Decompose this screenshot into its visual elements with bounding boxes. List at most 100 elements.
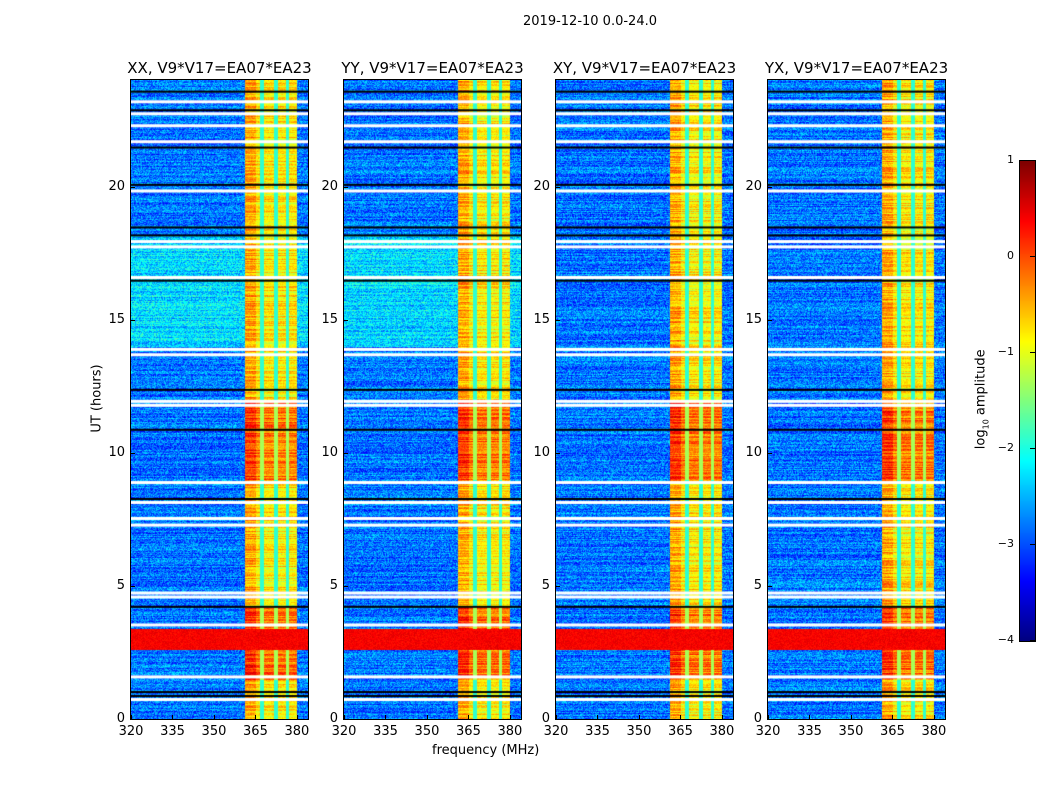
y-tick-label: 0 [753,711,762,726]
x-tick-mark [768,715,769,719]
y-tick-label: 5 [541,577,550,593]
y-tick-label: 5 [116,577,125,593]
colorbar-label: log10 amplitude [974,339,991,459]
x-tick-mark [809,715,811,719]
y-tick-label: 15 [108,311,125,327]
x-axis-label: frequency (MHz) [432,743,540,758]
y-tick-label: 20 [533,178,550,194]
y-tick-label: 10 [533,444,550,460]
y-tick-mark [131,319,135,321]
colorbar [1019,160,1036,642]
x-tick-mark [638,715,640,719]
x-tick-mark [721,715,723,719]
y-tick-label: 5 [753,577,762,593]
y-tick-label: 0 [541,711,550,726]
heatmap-image [556,80,733,719]
waterfall-panel-3 [555,79,734,720]
x-tick-label: 350 [414,724,440,739]
x-tick-label: 320 [118,724,144,739]
y-tick-label: 0 [116,711,125,726]
y-tick-mark [768,452,772,454]
x-tick-label: 335 [373,724,398,739]
x-tick-label: 380 [284,724,310,739]
y-tick-mark [556,719,560,720]
colorbar-tick-label: 0 [1007,249,1014,262]
colorbar-tick-label: −2 [997,441,1014,454]
y-tick-label: 10 [745,444,762,460]
x-tick-mark [385,715,387,719]
colorbar-tick-mark [1030,640,1035,641]
y-tick-label: 10 [108,444,125,460]
y-tick-mark [344,186,348,188]
x-tick-mark [597,715,599,719]
colorbar-tick-label: −3 [997,537,1014,550]
x-tick-mark [509,715,511,719]
colorbar-tick-mark [1030,448,1035,449]
y-tick-label: 15 [321,311,338,327]
y-tick-mark [768,719,772,720]
x-tick-label: 320 [755,724,781,739]
waterfall-panel-2 [343,79,522,720]
x-tick-mark [468,715,470,719]
x-tick-mark [850,715,852,719]
colorbar-tick-mark [1030,256,1035,257]
y-tick-label: 20 [321,178,338,194]
y-tick-label: 15 [533,311,550,327]
x-tick-mark [172,715,174,719]
colorbar-tick-label: −1 [997,345,1014,358]
colorbar-label-sub: 10 [981,419,991,430]
colorbar-tick-mark [1030,544,1035,545]
y-tick-mark [344,719,348,720]
x-tick-label: 380 [497,724,523,739]
y-tick-mark [131,585,135,587]
x-tick-label: 320 [331,724,357,739]
x-tick-mark [933,715,935,719]
x-tick-label: 365 [668,724,693,739]
heatmap-image [344,80,521,719]
y-tick-mark [768,585,772,587]
x-tick-mark [556,715,557,719]
x-tick-mark [296,715,298,719]
heatmap-image [768,80,945,719]
x-tick-mark [344,715,345,719]
x-tick-label: 350 [626,724,652,739]
x-tick-label: 335 [160,724,185,739]
x-tick-label: 365 [243,724,268,739]
x-tick-label: 380 [921,724,947,739]
figure-title: 2019-12-10 0.0-24.0 [523,14,657,29]
waterfall-panel-4 [767,79,946,720]
y-tick-label: 0 [329,711,338,726]
y-tick-mark [556,585,560,587]
y-tick-mark [344,319,348,321]
y-tick-mark [131,186,135,188]
x-tick-label: 350 [838,724,864,739]
x-tick-mark [255,715,257,719]
heatmap-image [131,80,308,719]
x-tick-mark [426,715,428,719]
y-tick-mark [131,452,135,454]
y-tick-label: 10 [321,444,338,460]
y-tick-mark [344,585,348,587]
y-tick-mark [344,452,348,454]
x-tick-label: 380 [709,724,735,739]
y-tick-mark [768,186,772,188]
x-tick-label: 320 [543,724,569,739]
y-tick-mark [556,452,560,454]
y-tick-label: 5 [329,577,338,593]
colorbar-tick-label: 1 [1007,153,1014,166]
y-tick-mark [556,319,560,321]
y-tick-mark [556,186,560,188]
panel-title: XX, V9*V17=EA07*EA23 [127,59,312,77]
y-axis-label: UT (hours) [89,364,105,433]
colorbar-tick-mark [1030,160,1035,161]
x-tick-mark [213,715,215,719]
panel-title: YX, V9*V17=EA07*EA23 [764,59,949,77]
colorbar-tick-label: −4 [997,633,1014,646]
y-tick-label: 20 [745,178,762,194]
panel-title: YY, V9*V17=EA07*EA23 [341,59,524,77]
x-tick-mark [892,715,894,719]
y-tick-label: 20 [108,178,125,194]
x-tick-mark [680,715,682,719]
panel-title: XY, V9*V17=EA07*EA23 [552,59,737,77]
x-tick-label: 350 [201,724,227,739]
